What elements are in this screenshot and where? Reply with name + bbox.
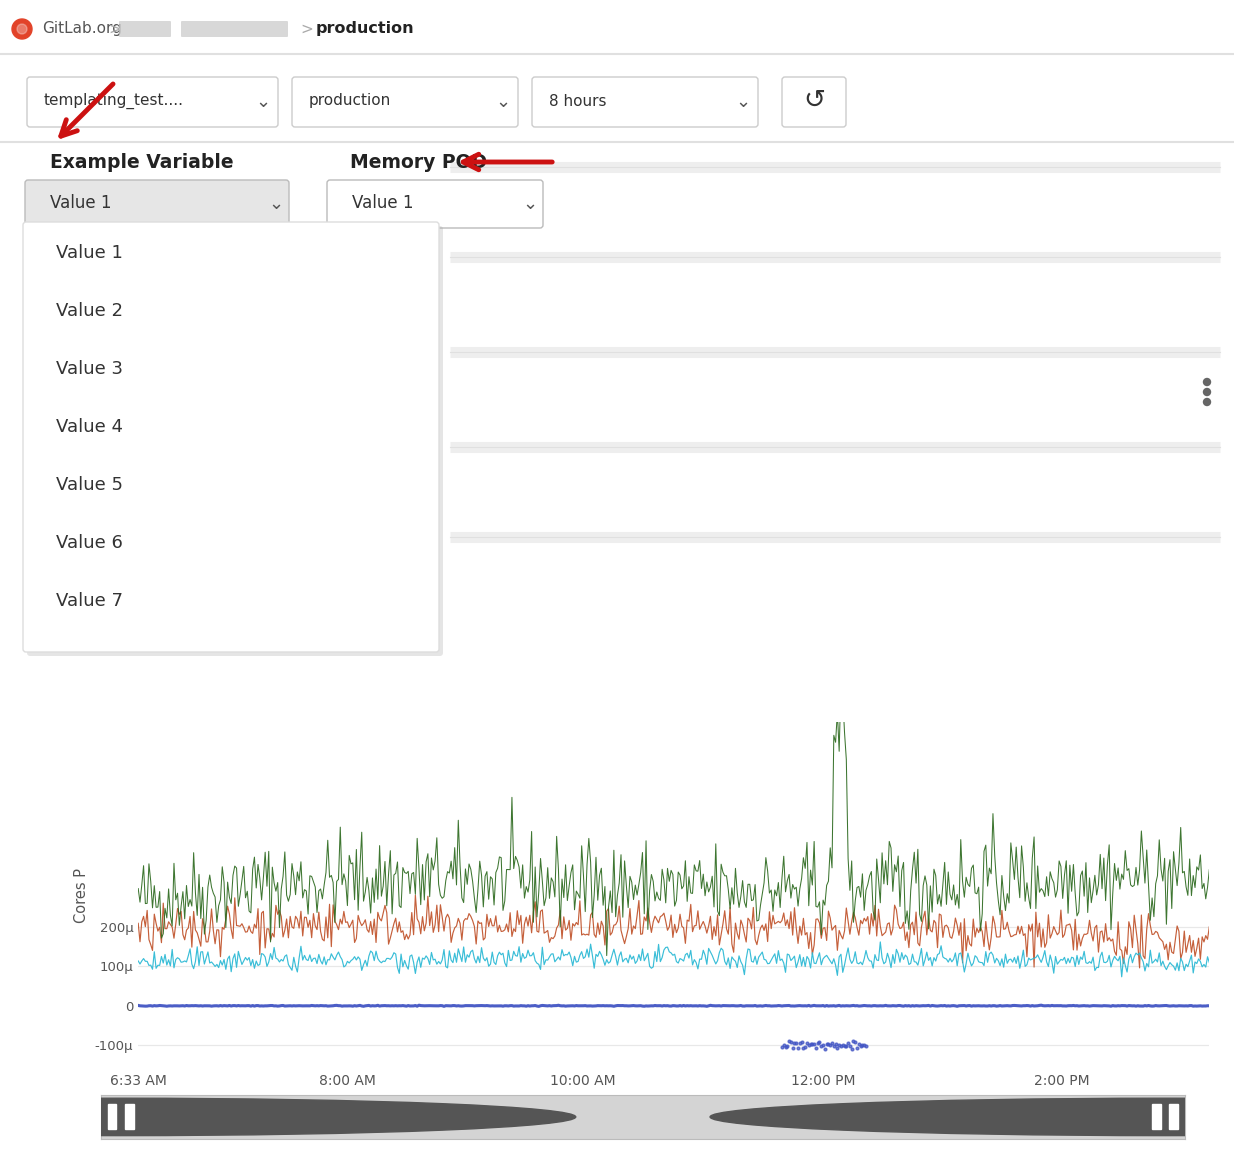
X-axis label: Time: Time [650,1102,697,1119]
Point [837,1036,856,1055]
FancyBboxPatch shape [532,77,758,127]
Point [781,1033,801,1051]
Point [789,1038,808,1057]
Point [801,1035,821,1054]
Text: Value 6: Value 6 [56,534,123,552]
Point [818,1035,838,1054]
Circle shape [710,1098,1234,1136]
Circle shape [12,19,32,39]
Text: Example Variable: Example Variable [51,152,233,171]
Point [779,1031,798,1050]
Point [842,1040,861,1058]
Point [802,1035,822,1054]
Circle shape [17,23,27,34]
FancyBboxPatch shape [292,77,518,127]
Point [792,1033,812,1051]
Point [786,1034,806,1052]
FancyBboxPatch shape [782,77,847,127]
Circle shape [0,1098,576,1136]
Text: Memory POD: Memory POD [350,152,487,171]
Point [790,1034,810,1052]
Point [829,1036,849,1055]
FancyBboxPatch shape [327,180,543,229]
Point [805,1035,824,1054]
Point [808,1034,828,1052]
Point [813,1036,833,1055]
Text: GitLab.org: GitLab.org [42,21,122,36]
Point [814,1040,834,1058]
FancyBboxPatch shape [118,21,172,38]
Text: ⌄: ⌄ [255,93,270,111]
Point [854,1035,874,1054]
FancyBboxPatch shape [27,77,278,127]
Point [845,1033,865,1051]
Point [834,1037,854,1056]
Text: 8 hours: 8 hours [549,94,606,109]
Point [856,1036,876,1055]
Text: Value 3: Value 3 [56,360,123,379]
Point [774,1035,793,1054]
Point [844,1031,864,1050]
Point [797,1034,817,1052]
Text: Value 7: Value 7 [56,592,123,609]
Point [777,1036,797,1055]
Text: Value 5: Value 5 [56,476,123,495]
Point [822,1034,842,1052]
Point [793,1038,813,1057]
Bar [1170,1104,1178,1130]
Text: Value 2: Value 2 [56,302,123,320]
Point [824,1036,844,1055]
Point [785,1034,805,1052]
Point [838,1034,858,1052]
Point [798,1035,818,1054]
Point [821,1036,840,1055]
Point [840,1037,860,1056]
Point [850,1037,870,1056]
Point [810,1033,829,1051]
Point [830,1036,850,1055]
Text: ⌄: ⌄ [735,93,750,111]
Text: ⌄: ⌄ [495,93,510,111]
Bar [125,1104,133,1130]
Text: templating_test....: templating_test.... [44,93,184,109]
Text: production: production [308,94,391,109]
FancyBboxPatch shape [27,226,443,656]
Text: production: production [316,21,415,36]
Text: ⌄: ⌄ [268,195,283,213]
Text: >: > [109,21,121,36]
Text: ↺: ↺ [803,88,826,114]
Point [849,1034,869,1052]
Circle shape [1203,398,1211,406]
Point [848,1038,868,1057]
Point [806,1038,826,1057]
Point [817,1035,837,1054]
Point [812,1036,832,1055]
Text: Value 4: Value 4 [56,418,123,436]
Point [776,1037,796,1056]
Point [853,1035,872,1054]
Point [796,1038,816,1057]
Text: Value 1: Value 1 [51,195,111,212]
Text: >: > [300,21,312,36]
Text: Value 1: Value 1 [56,244,123,263]
Point [772,1037,792,1056]
FancyBboxPatch shape [23,222,439,652]
Bar [1153,1104,1161,1130]
Circle shape [1203,379,1211,386]
Y-axis label: Cores P: Cores P [74,868,89,922]
FancyBboxPatch shape [181,21,288,38]
Circle shape [1203,388,1211,395]
Point [782,1038,802,1057]
FancyBboxPatch shape [25,180,289,229]
Point [826,1035,845,1054]
Text: ⌄: ⌄ [522,195,537,213]
Point [833,1035,853,1054]
Bar [107,1104,116,1130]
Point [828,1038,848,1057]
Text: Value 1: Value 1 [352,195,413,212]
